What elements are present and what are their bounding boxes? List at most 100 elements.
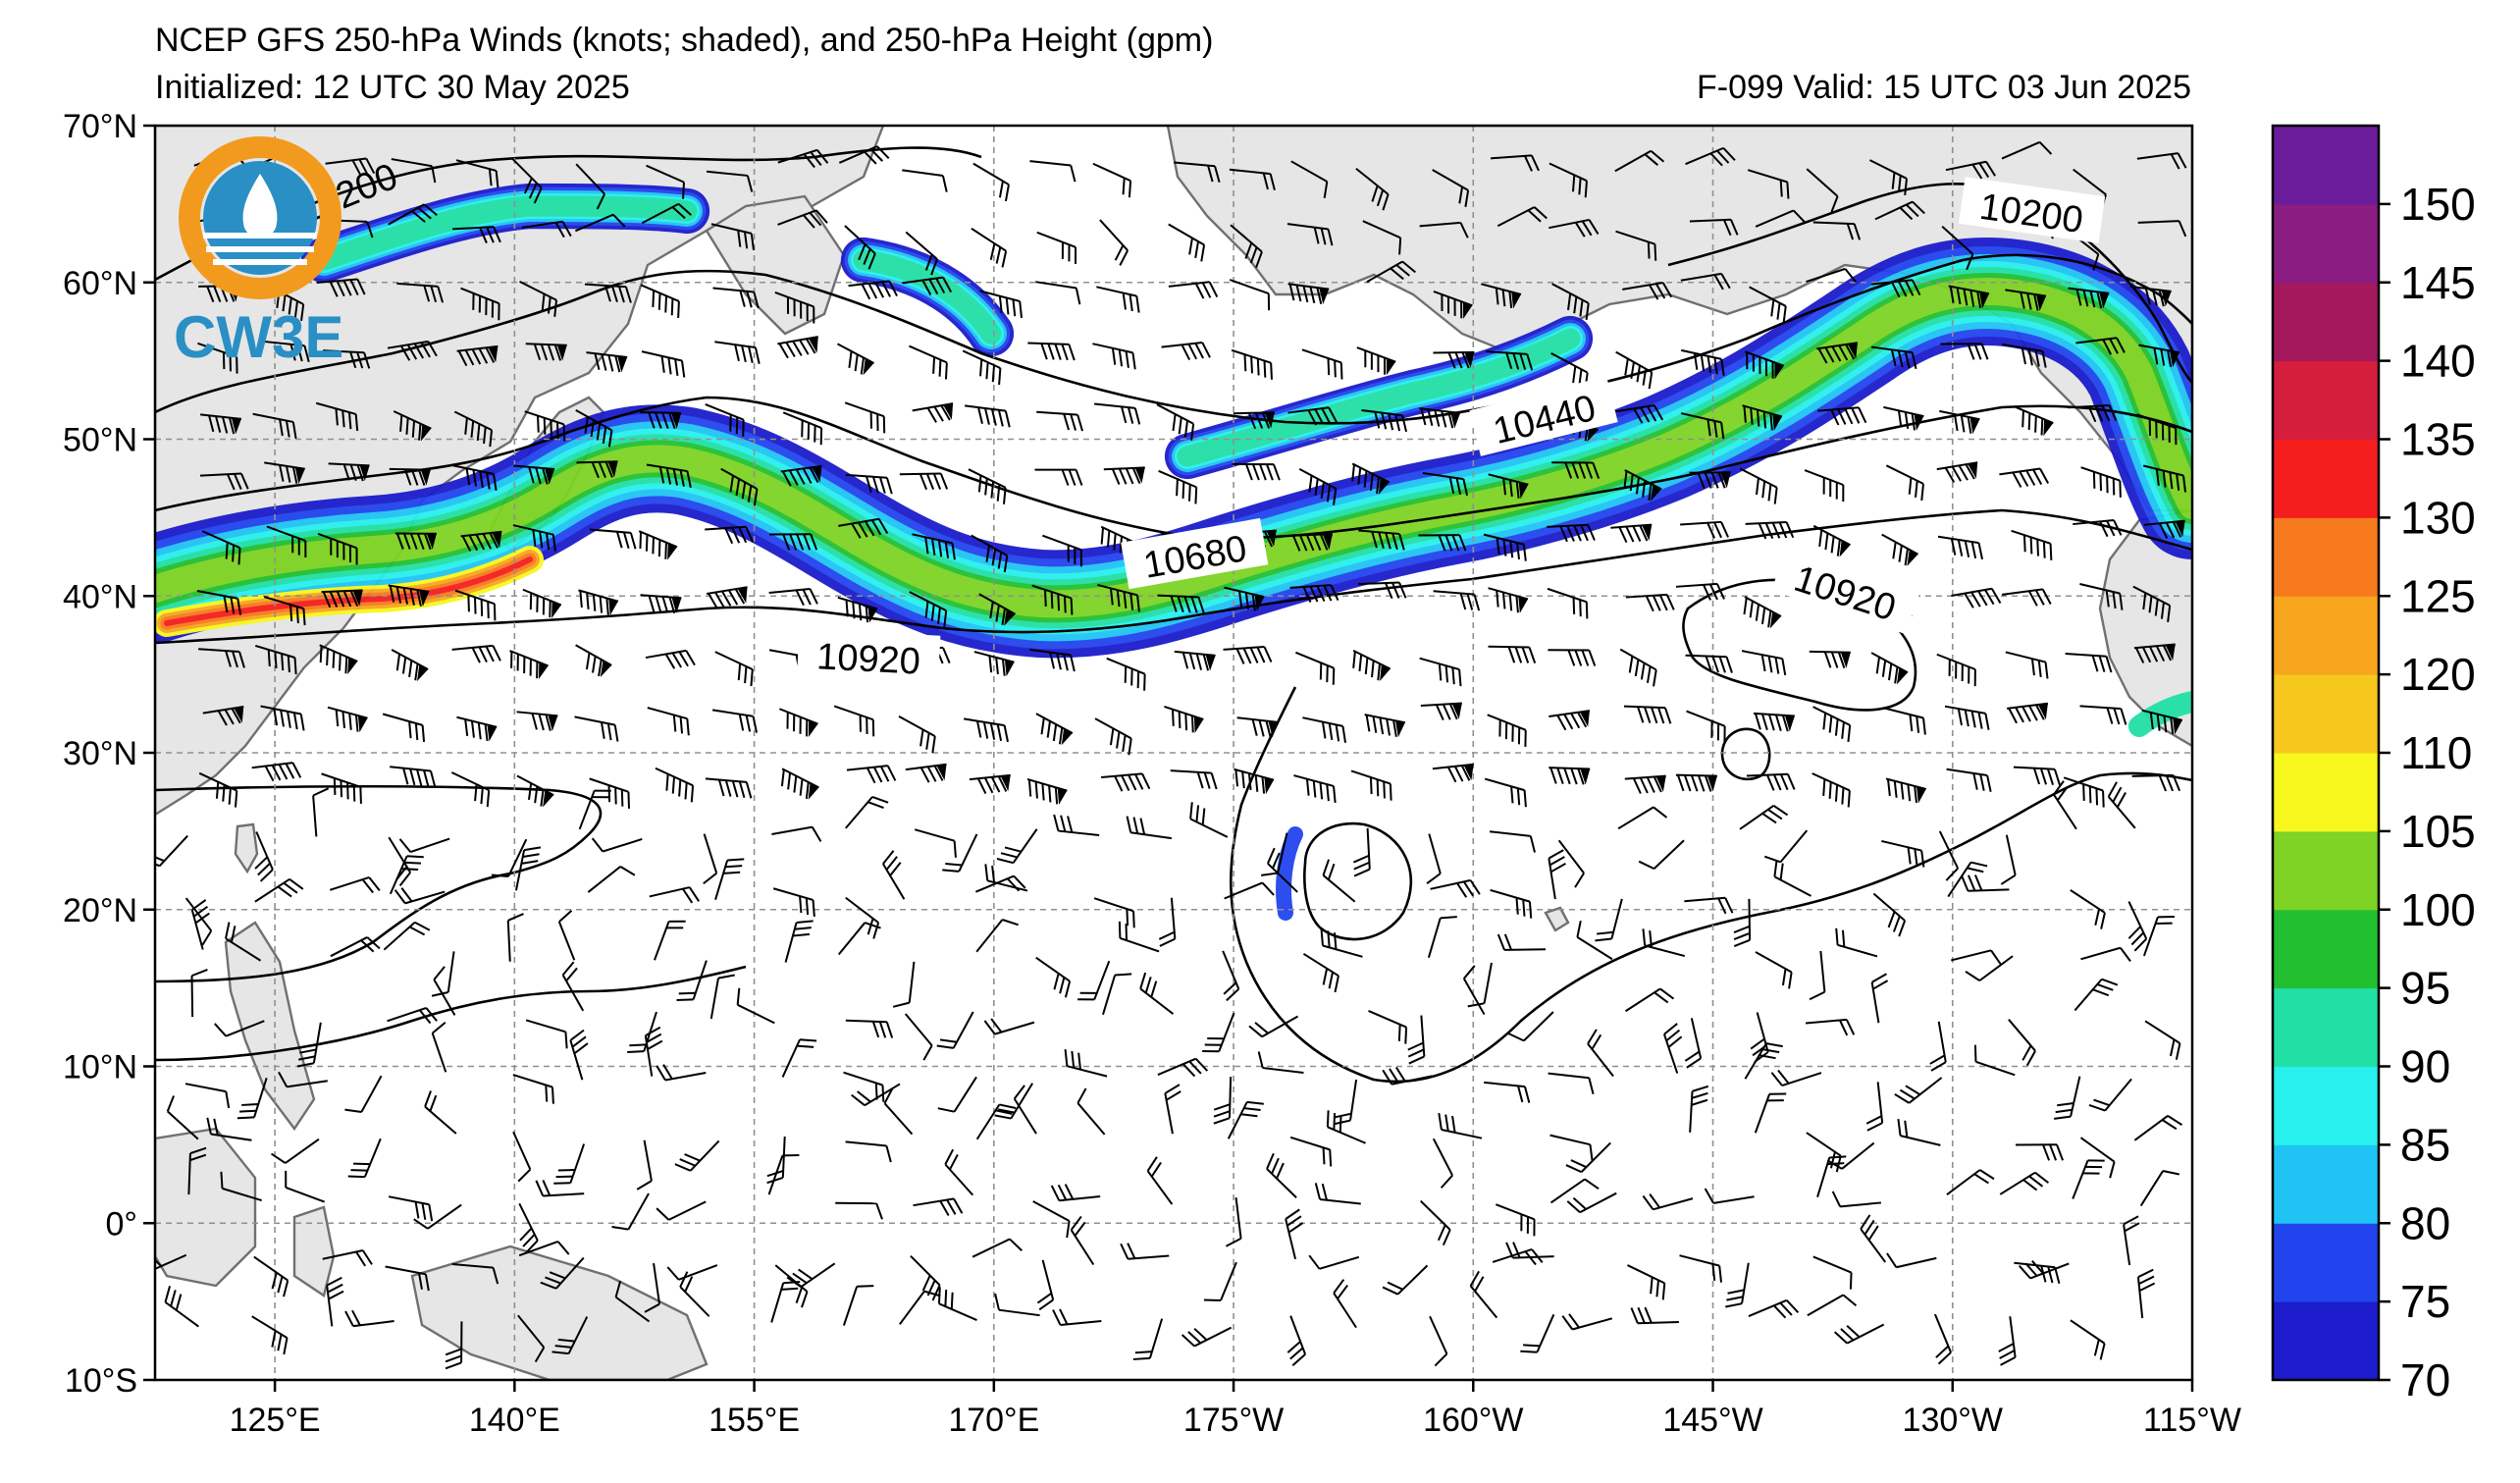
cw3e-logo: CW3E: [174, 136, 343, 370]
wind-barb: [769, 533, 818, 551]
wind-barb: [587, 866, 636, 893]
wind-barb: [1741, 650, 1787, 676]
wind-barb: [1432, 169, 1470, 207]
wind-barb: [1662, 1023, 1683, 1074]
wind-barb: [1261, 832, 1288, 876]
wind-barb: [431, 951, 455, 997]
wind-barb: [1333, 1279, 1357, 1329]
colorbar-segment: [2273, 674, 2379, 754]
lat-label: 0°: [105, 1205, 137, 1243]
wind-barb: [1070, 1215, 1095, 1266]
land-new-guinea: [410, 1245, 709, 1380]
wind-barb: [1675, 773, 1717, 792]
wind-barb: [1886, 1252, 1937, 1269]
wind-barb: [1248, 1015, 1299, 1038]
wind-barb: [645, 649, 696, 669]
wind-barb: [2011, 529, 2053, 560]
wind-barb: [589, 777, 631, 809]
contour-subtropical-loop: [155, 784, 603, 983]
wind-barb: [1936, 461, 1978, 483]
wind-barb: [2001, 140, 2053, 160]
wind-barb: [1860, 1214, 1887, 1263]
wind-barb: [516, 711, 558, 731]
wind-barb: [516, 774, 554, 808]
wind-barb: [1285, 1208, 1304, 1260]
wind-barb: [937, 1076, 977, 1113]
wind-barb: [676, 960, 708, 1001]
wind-barb: [914, 828, 957, 858]
wind-barb: [1773, 860, 1811, 897]
wind-barb: [522, 588, 562, 618]
wind-barb: [1745, 520, 1795, 540]
wind-barb: [1027, 342, 1076, 361]
wind-barb: [1234, 768, 1275, 795]
wind-barb: [2079, 583, 2124, 610]
wind-barb: [391, 649, 429, 682]
wind-barb: [1624, 774, 1666, 794]
wind-barb: [1617, 806, 1668, 830]
wind-barb: [1809, 950, 1826, 1001]
colorbar-segment: [2273, 439, 2379, 518]
wind-barb: [640, 411, 682, 430]
wind-barb: [1834, 1323, 1885, 1345]
wind-barb: [586, 351, 628, 373]
wind-barb: [2080, 466, 2122, 498]
wind-barb: [1035, 713, 1074, 746]
wind-barb: [835, 1201, 883, 1220]
wind-barb: [393, 410, 432, 442]
wind-barb: [1744, 350, 1785, 380]
wind-barb: [576, 460, 618, 479]
wind-barb: [1941, 226, 1974, 271]
wind-barb: [649, 886, 700, 904]
wind-barb: [433, 966, 456, 1016]
wind-barb: [1096, 286, 1140, 313]
lat-label: 70°N: [63, 108, 137, 145]
wind-barb: [1308, 1254, 1360, 1270]
wind-barb: [575, 163, 606, 210]
lon-label: 155°E: [709, 1402, 800, 1439]
wind-barb: [452, 464, 498, 491]
wind-barb: [1469, 1270, 1498, 1319]
wind-barb: [1806, 168, 1839, 213]
wind-barb: [1881, 839, 1925, 868]
wind-barb: [1549, 767, 1591, 785]
wind-barb: [1287, 406, 1339, 426]
wind-barb: [1547, 523, 1596, 543]
wind-barb: [535, 1180, 585, 1197]
colorbar-segment: [2273, 987, 2379, 1067]
wind-barb: [445, 1321, 463, 1370]
wind-barb: [1951, 587, 2002, 609]
wind-barb: [451, 644, 501, 663]
colorbar-label: 120: [2400, 649, 2476, 700]
wind-barb: [424, 1090, 457, 1135]
wind-barb: [1680, 272, 1731, 291]
wind-barb: [326, 1276, 344, 1327]
wind-barb: [1158, 469, 1198, 504]
wind-barb: [1763, 829, 1809, 864]
wind-barb: [1366, 260, 1416, 284]
wind-barb: [771, 825, 822, 842]
wind-barb: [2137, 220, 2187, 238]
wind-barb: [1077, 960, 1111, 1001]
wind-barb: [1293, 774, 1337, 804]
colorbar-label: 145: [2400, 257, 2476, 308]
wind-barb: [646, 463, 692, 489]
wind-barb: [712, 287, 760, 309]
svg-text:10920: 10920: [815, 636, 921, 682]
wind-barb: [641, 202, 692, 225]
wind-barb: [330, 936, 381, 958]
wind-barb: [2015, 1143, 2065, 1161]
wind-barb: [1289, 584, 1339, 603]
wind-barb: [517, 1314, 546, 1363]
wind-barb: [1031, 584, 1074, 615]
wind-barb: [965, 404, 1011, 428]
wind-barb: [1689, 471, 1731, 489]
wind-barb: [656, 1064, 707, 1082]
wind-barb: [1549, 218, 1600, 238]
colorbar-label: 105: [2400, 806, 2476, 857]
land-sulawesi-moluccas: [292, 1205, 336, 1298]
colorbar-segment: [2273, 282, 2379, 362]
wind-barb: [396, 282, 445, 303]
wind-barb: [2129, 285, 2172, 307]
colorbar-segment: [2273, 1066, 2379, 1145]
